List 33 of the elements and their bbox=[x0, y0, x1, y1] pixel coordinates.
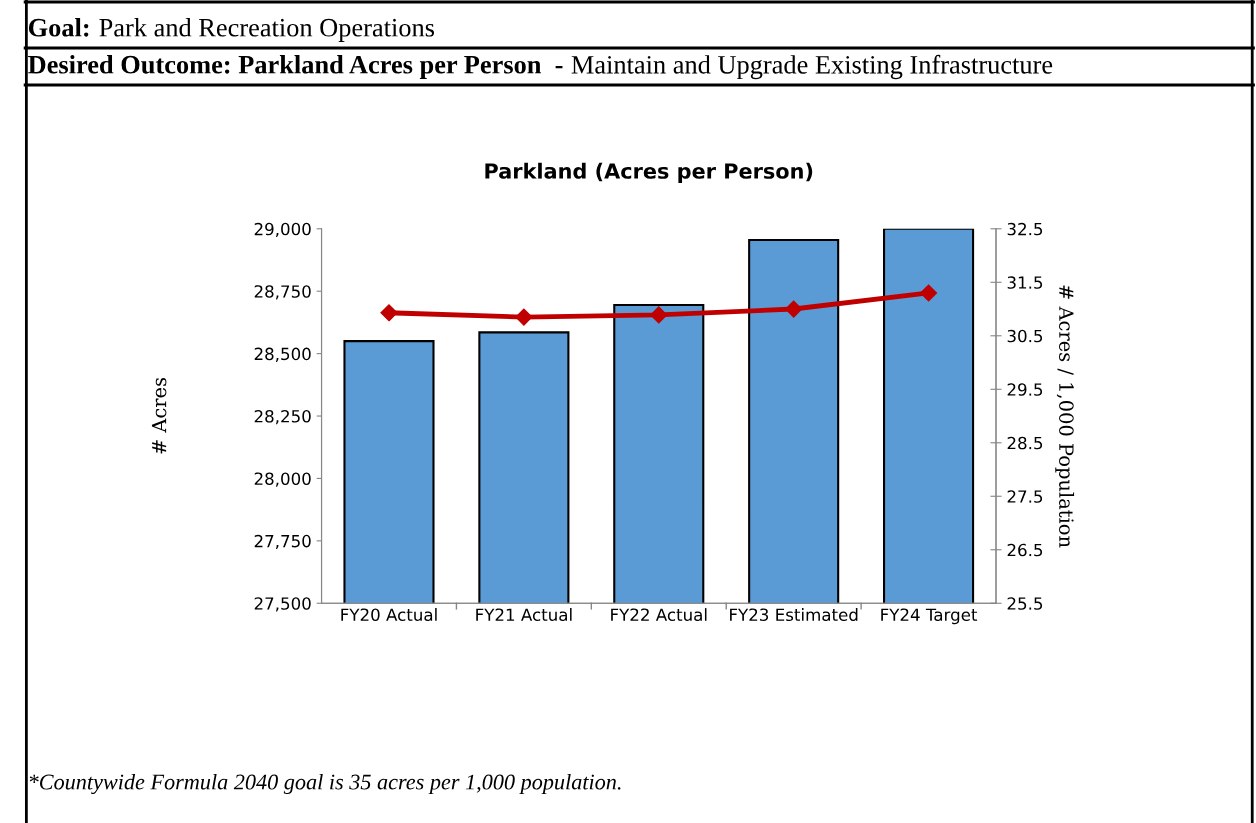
point bbox=[920, 284, 938, 302]
y-tick-label: 28,250 bbox=[254, 409, 311, 425]
y-axis-title: # Acres bbox=[151, 377, 167, 454]
y-tick-label: 28,000 bbox=[254, 472, 311, 487]
y2-tick-label: 25.5 bbox=[1007, 597, 1043, 610]
y-tick-label: 27,750 bbox=[254, 534, 311, 550]
point bbox=[515, 308, 533, 326]
y2-axis-title: # Acres / 1,000 Population bbox=[1055, 285, 1075, 548]
y2-tick-label: 26.5 bbox=[1007, 543, 1043, 557]
x-tick-label: FY22 Actual bbox=[611, 608, 707, 622]
y2-tick-label: 29.5 bbox=[1007, 383, 1043, 396]
y2-tick-label: 32.5 bbox=[1007, 222, 1043, 236]
text: Park and Recreation Operations bbox=[99, 18, 435, 42]
y2-tick-label: 30.5 bbox=[1007, 329, 1043, 343]
y-tick-label: 29,000 bbox=[254, 222, 311, 238]
text: Maintain and Upgrade Existing Infrastructure bbox=[571, 54, 1053, 80]
x-tick-label: FY20 Actual bbox=[341, 608, 437, 622]
y-tick-label: 28,750 bbox=[254, 285, 311, 300]
point bbox=[380, 304, 398, 322]
text: *Countywide Formula 2040 goal is 35 acres per 1,000 population. bbox=[29, 773, 621, 795]
y2-tick-label: 27.5 bbox=[1007, 490, 1043, 503]
y2-tick-label: 28.5 bbox=[1007, 436, 1043, 450]
point bbox=[650, 306, 668, 324]
chart-title: Parkland (Acres per Person) bbox=[485, 162, 813, 183]
x-tick-label: FY24 Target bbox=[881, 608, 978, 625]
y2-tick-label: 31.5 bbox=[1007, 276, 1043, 289]
y-tick-label: 28,500 bbox=[254, 347, 311, 362]
x-tick-label: FY21 Actual bbox=[476, 608, 572, 622]
point bbox=[785, 300, 803, 318]
x-tick-label: FY23 Estimated bbox=[730, 608, 858, 622]
text: Goal: bbox=[28, 18, 89, 37]
y-tick-label: 27,500 bbox=[254, 597, 311, 612]
text: Desired Outcome: Parkland Acres per Person - bbox=[28, 55, 563, 79]
